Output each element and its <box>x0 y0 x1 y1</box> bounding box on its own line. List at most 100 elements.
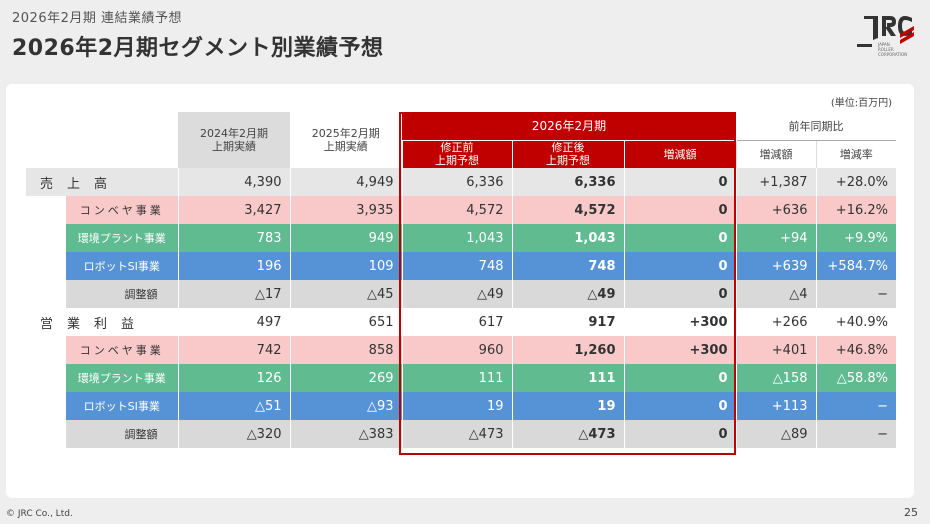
col-header-yoy-amount: 増減額 <box>735 140 816 168</box>
table-row: 営業利益 497 651 617 917 +300 +266 +40.9% <box>26 308 896 336</box>
row-indent <box>26 252 66 280</box>
row-label: ロボットSI事業 <box>66 252 178 280</box>
cell-fy2024: 3,427 <box>177 196 290 224</box>
row-label: コンベヤ事業 <box>66 196 178 224</box>
cell-before: △49 <box>401 280 512 308</box>
cell-yoy-amount: △89 <box>735 420 816 448</box>
cell-fy2024: 783 <box>177 224 290 252</box>
cell-change: 0 <box>623 196 736 224</box>
cell-change: 0 <box>623 224 736 252</box>
cell-fy2024: 4,390 <box>177 168 290 196</box>
col-header-after: 修正後 上期予想 <box>511 140 624 168</box>
cell-fy2024: △320 <box>177 420 290 448</box>
cell-fy2024: 497 <box>177 308 290 336</box>
cell-fy2024: △17 <box>177 280 290 308</box>
cell-yoy-amount: +636 <box>735 196 816 224</box>
cell-after: 1,043 <box>511 224 624 252</box>
cell-yoy-amount: △158 <box>735 364 816 392</box>
cell-after: 19 <box>511 392 624 420</box>
table-row: ロボットSI事業 196 109 748 748 0 +639 +584.7% <box>26 252 896 280</box>
row-indent <box>26 280 66 308</box>
row-label: ロボットSI事業 <box>66 392 178 420</box>
table-row: 調整額 △17 △45 △49 △49 0 △4− <box>26 280 896 308</box>
col-header-fy2024: 2024年2月期 上期実績 <box>178 112 290 168</box>
table-row: コンベヤ事業 742 858 960 1,260 +300 +401 +46.8% <box>26 336 896 364</box>
col-header-change: 増減額 <box>623 140 736 168</box>
cell-change: 0 <box>623 252 736 280</box>
header-row-top: 2024年2月期 上期実績 2025年2月期 上期実績 2026年2月期 前年同… <box>26 112 896 168</box>
cell-after: △473 <box>511 420 624 448</box>
cell-before: 617 <box>401 308 512 336</box>
cell-change: 0 <box>623 392 736 420</box>
copyright: © JRC Co., Ltd. <box>6 509 73 519</box>
cell-after: 6,336 <box>511 168 624 196</box>
cell-after: 111 <box>511 364 624 392</box>
content-panel: (単位:百万円) 2024年2月期 上期実績 2025年2月期 上期実績 202… <box>6 84 914 498</box>
cell-fy2025: 4,949 <box>289 168 402 196</box>
cell-change: 0 <box>623 280 736 308</box>
header-row-sub: 修正前 上期予想 修正後 上期予想 増減額 増減額 増減率 <box>26 140 896 168</box>
cell-before: 111 <box>401 364 512 392</box>
table-row: 調整額 △320 △383 △473 △473 0 △89− <box>26 420 896 448</box>
row-indent <box>26 364 66 392</box>
row-indent <box>26 420 66 448</box>
cell-before: 4,572 <box>401 196 512 224</box>
cell-after: 4,572 <box>511 196 624 224</box>
cell-yoy-rate: +28.0% <box>815 168 896 196</box>
cell-change: +300 <box>623 336 736 364</box>
logo-mark-icon <box>857 16 914 47</box>
cell-after: 917 <box>511 308 624 336</box>
cell-fy2025: 269 <box>289 364 402 392</box>
cell-yoy-amount: +401 <box>735 336 816 364</box>
table-row: 環境プラント事業 783 949 1,043 1,043 0 +94 +9.9% <box>26 224 896 252</box>
cell-before: 748 <box>401 252 512 280</box>
col-header-fy2025: 2025年2月期 上期実績 <box>311 127 380 153</box>
cell-before: 19 <box>401 392 512 420</box>
cell-after: △49 <box>511 280 624 308</box>
cell-before: 960 <box>401 336 512 364</box>
cell-fy2025: △93 <box>289 392 402 420</box>
row-label: 環境プラント事業 <box>66 364 178 392</box>
cell-yoy-rate: − <box>815 280 896 308</box>
table-row: ロボットSI事業 △51 △93 19 19 0 +113− <box>26 392 896 420</box>
cell-change: 0 <box>623 420 736 448</box>
cell-yoy-rate: +584.7% <box>815 252 896 280</box>
slide-subtitle: 2026年2月期 連結業績予想 <box>12 11 182 26</box>
cell-fy2025: 949 <box>289 224 402 252</box>
cell-change: +300 <box>623 308 736 336</box>
cell-yoy-amount: +94 <box>735 224 816 252</box>
cell-yoy-rate: △58.8% <box>815 364 896 392</box>
cell-change: 0 <box>623 364 736 392</box>
col-header-yoy-rate: 増減率 <box>815 140 896 168</box>
cell-yoy-rate: +9.9% <box>815 224 896 252</box>
cell-fy2025: 3,935 <box>289 196 402 224</box>
table-body: 売上高 4,390 4,949 6,336 6,336 0 +1,387 +28.0% コンベヤ… <box>26 168 896 448</box>
cell-yoy-rate: − <box>815 420 896 448</box>
cell-change: 0 <box>623 168 736 196</box>
row-label: 調整額 <box>66 280 178 308</box>
row-label: コンベヤ事業 <box>66 336 178 364</box>
cell-yoy-amount: +266 <box>735 308 816 336</box>
cell-after: 748 <box>511 252 624 280</box>
cell-fy2025: 858 <box>289 336 402 364</box>
cell-fy2024: 196 <box>177 252 290 280</box>
cell-fy2025: △45 <box>289 280 402 308</box>
cell-fy2024: 742 <box>177 336 290 364</box>
cell-yoy-rate: +40.9% <box>815 308 896 336</box>
row-indent <box>26 392 66 420</box>
cell-fy2024: △51 <box>177 392 290 420</box>
cell-yoy-amount: △4 <box>735 280 816 308</box>
cell-yoy-amount: +113 <box>735 392 816 420</box>
cell-fy2025: 651 <box>289 308 402 336</box>
row-label: 環境プラント事業 <box>66 224 178 252</box>
segment-forecast-table: 2024年2月期 上期実績 2025年2月期 上期実績 2026年2月期 前年同… <box>26 112 896 448</box>
row-label: 調整額 <box>66 420 178 448</box>
cell-yoy-amount: +639 <box>735 252 816 280</box>
page-number: 25 <box>904 506 918 519</box>
cell-yoy-rate: − <box>815 392 896 420</box>
cell-yoy-rate: +16.2% <box>815 196 896 224</box>
company-logo: JAPAN ROLLER CORPORATION <box>856 10 916 58</box>
cell-fy2025: △383 <box>289 420 402 448</box>
cell-fy2024: 126 <box>177 364 290 392</box>
unit-note: (単位:百万円) <box>830 98 892 109</box>
